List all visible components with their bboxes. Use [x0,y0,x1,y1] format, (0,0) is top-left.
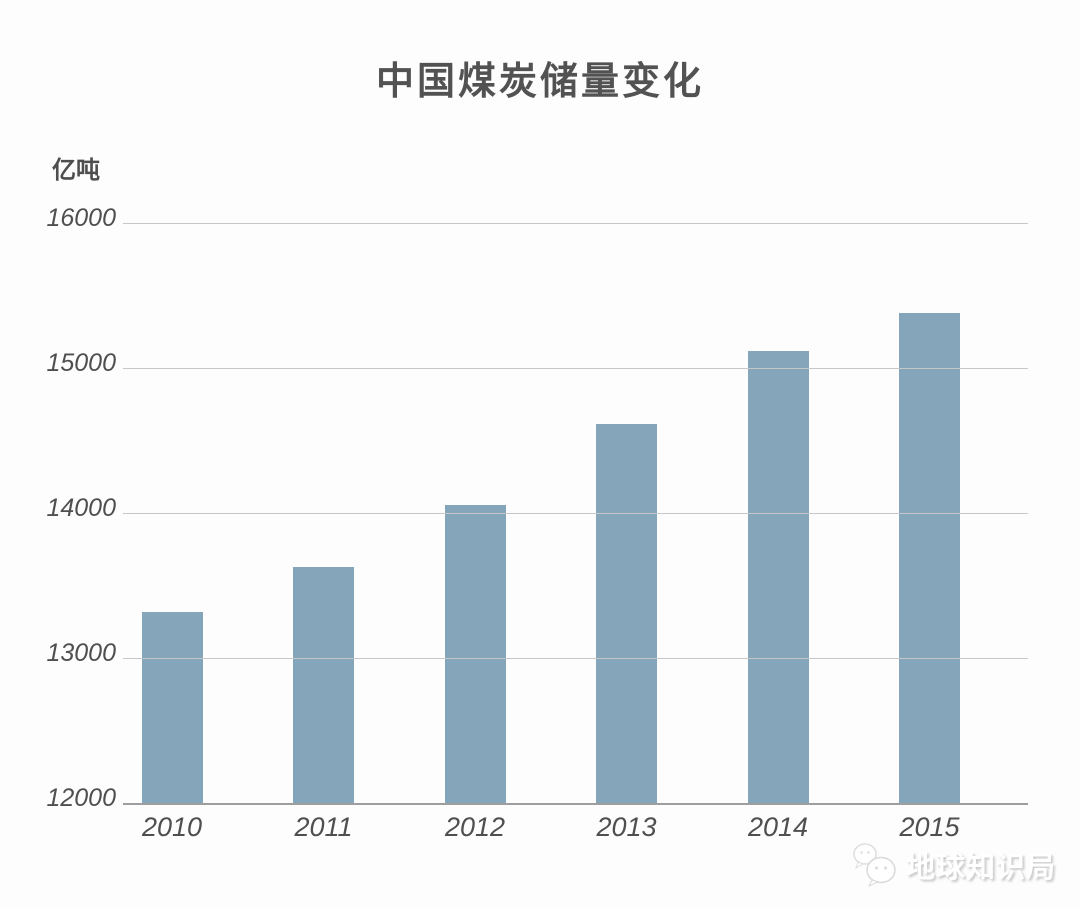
x-tick-label-2013: 2013 [596,812,657,842]
chart-title: 中国煤炭储量变化 [375,61,704,103]
bar-2012 [444,504,506,804]
y-tick-label-15000: 15000 [46,348,116,377]
chat-bubbles-logo-icon [853,843,896,888]
y-tick-label-16000: 16000 [46,203,116,232]
watermark: 地球知识局 [850,838,1056,892]
y-tick-label-14000: 14000 [46,493,116,522]
bar-2010 [141,612,203,804]
bar-2011 [293,567,354,804]
gridline-12000 [123,802,1028,805]
gridline-16000 [123,222,1028,225]
gridline-15000 [123,367,1028,370]
gridline-14000 [123,512,1028,515]
x-tick-label-2011: 2011 [294,812,353,842]
y-axis-unit-label: 亿吨 [52,157,100,184]
bar-2013 [596,423,657,804]
x-tick-label-2015: 2015 [899,812,960,842]
gridline-13000 [123,657,1028,660]
bar-2014 [747,351,809,804]
x-tick-label-2014: 2014 [747,812,809,842]
y-tick-label-13000: 13000 [46,638,116,667]
bar-2015 [899,313,960,804]
y-tick-label-12000: 12000 [46,783,116,812]
watermark-text: 地球知识局 [906,852,1057,884]
x-tick-label-2012: 2012 [444,812,506,842]
x-tick-label-2010: 2010 [141,812,203,842]
